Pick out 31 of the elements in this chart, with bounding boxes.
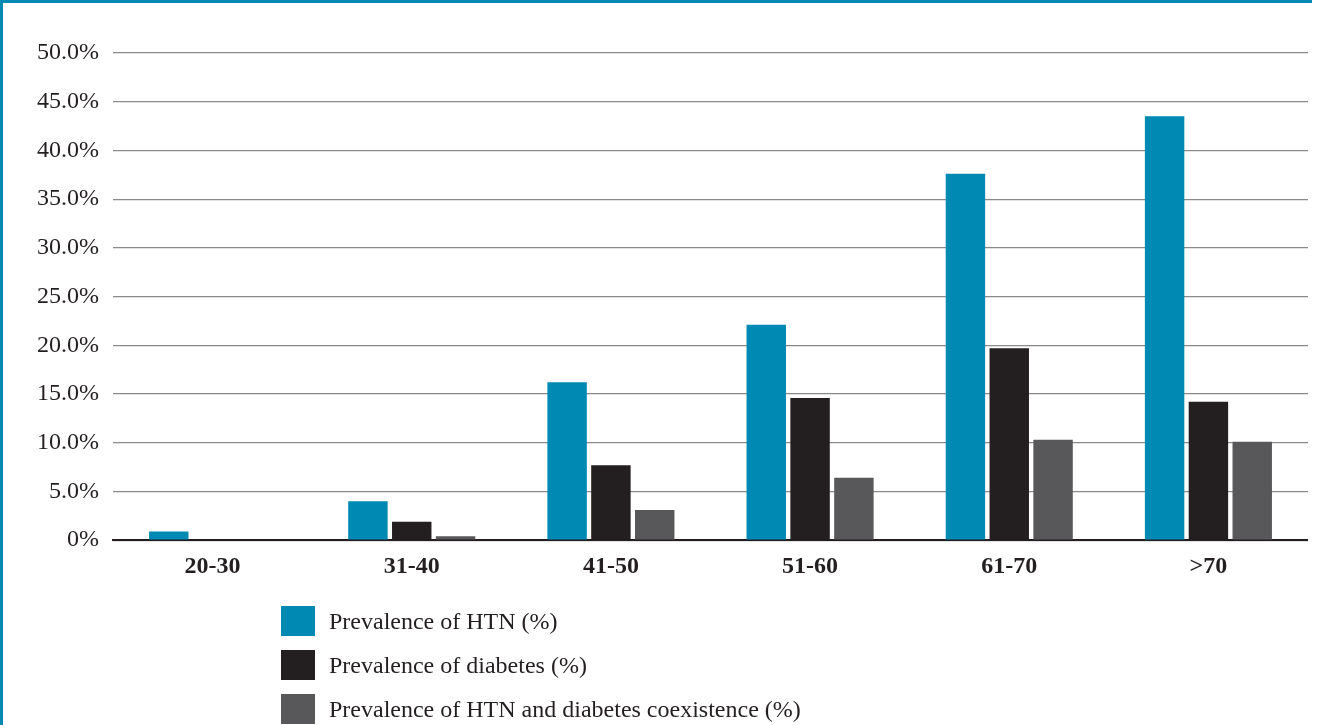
- bar: [1144, 116, 1185, 540]
- x-tick-label: 20-30: [184, 551, 241, 578]
- bar: [945, 173, 986, 540]
- bar: [834, 477, 874, 540]
- bar: [746, 324, 786, 540]
- bar: [547, 382, 587, 540]
- bar: [1033, 439, 1073, 540]
- y-tick-label: 25.0%: [36, 281, 99, 308]
- bar: [348, 501, 388, 540]
- y-tick-label: 40.0%: [36, 135, 99, 162]
- y-tick-label: 35.0%: [36, 184, 99, 211]
- legend-label: Prevalence of diabetes (%): [329, 651, 587, 679]
- bar: [435, 536, 476, 540]
- x-tick-label: >70: [1189, 551, 1228, 578]
- y-tick-label: 10.0%: [36, 428, 99, 455]
- bar: [1232, 441, 1272, 540]
- bar: [149, 531, 189, 540]
- y-tick-label: 30.0%: [36, 233, 99, 260]
- y-tick-label: 20.0%: [36, 330, 99, 357]
- legend-label: Prevalence of HTN and diabetes coexistence (%): [329, 695, 801, 723]
- x-tick-label: 41-50: [582, 551, 639, 578]
- bar: [635, 509, 675, 540]
- y-tick-label: 0%: [66, 525, 99, 552]
- x-tick-label: 51-60: [782, 551, 839, 578]
- y-tick-label: 15.0%: [36, 379, 99, 406]
- y-tick-label: 50.0%: [36, 38, 99, 65]
- legend-label: Prevalence of HTN (%): [329, 607, 558, 635]
- y-tick-label: 5.0%: [48, 476, 99, 503]
- x-tick-label: 31-40: [383, 551, 440, 578]
- x-tick-label: 61-70: [981, 551, 1038, 578]
- y-tick-label: 45.0%: [36, 87, 99, 114]
